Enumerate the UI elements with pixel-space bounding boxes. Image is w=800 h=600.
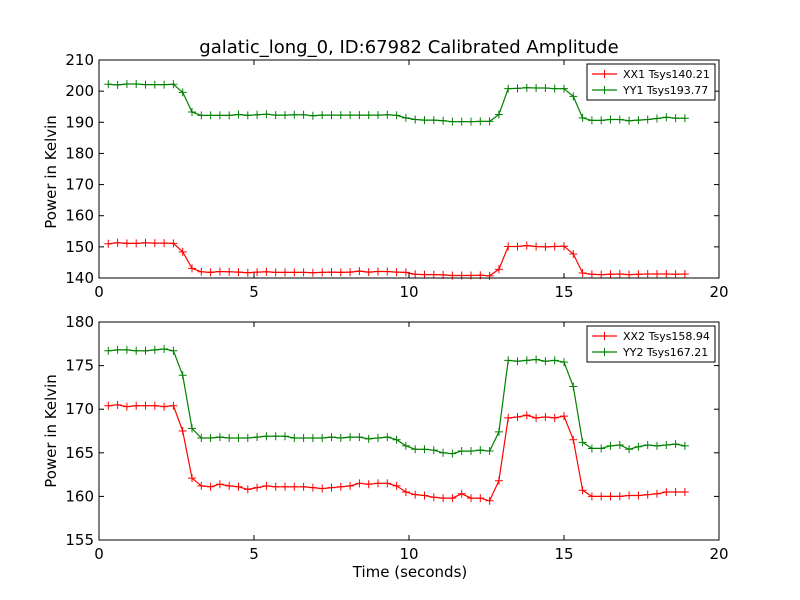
- chart-title: galatic_long_0, ID:67982 Calibrated Ampl…: [199, 37, 618, 58]
- bottom-y-tick-label: 180: [65, 313, 94, 331]
- top-y-tick-label: 200: [65, 82, 94, 100]
- top-y-tick-label: 180: [65, 144, 94, 162]
- bottom-legend-label: YY2 Tsys167.21: [622, 346, 708, 359]
- bottom-y-tick-label: 155: [65, 531, 94, 549]
- top-x-tick-label: 20: [709, 283, 728, 301]
- bottom-x-tick-label: 10: [399, 545, 418, 563]
- top-x-tick-label: 15: [554, 283, 573, 301]
- top-y-tick-label: 150: [65, 238, 94, 256]
- bottom-y-axis-label: Power in Kelvin: [42, 374, 60, 488]
- top-y-tick-label: 190: [65, 113, 94, 131]
- x-axis-label: Time (seconds): [352, 563, 468, 581]
- top-legend-label: YY1 Tsys193.77: [622, 84, 708, 97]
- top-legend: XX1 Tsys140.21 YY1 Tsys193.77: [587, 64, 715, 100]
- top-legend-label: XX1 Tsys140.21: [623, 68, 710, 81]
- bottom-x-tick-label: 20: [709, 545, 728, 563]
- bottom-x-tick-label: 15: [554, 545, 573, 563]
- top-x-tick-label: 5: [249, 283, 259, 301]
- top-x-tick-label: 0: [94, 283, 104, 301]
- bottom-x-tick-label: 0: [94, 545, 104, 563]
- bottom-y-tick-label: 175: [65, 357, 94, 375]
- top-y-tick-label: 160: [65, 207, 94, 225]
- bottom-legend-label: XX2 Tsys158.94: [623, 330, 710, 343]
- top-y-tick-label: 170: [65, 176, 94, 194]
- top-y-axis-label: Power in Kelvin: [42, 115, 60, 229]
- top-y-tick-label: 140: [65, 269, 94, 287]
- bottom-y-tick-label: 170: [65, 400, 94, 418]
- top-y-tick-label: 210: [65, 51, 94, 69]
- bottom-y-tick-label: 160: [65, 487, 94, 505]
- bottom-y-tick-label: 165: [65, 444, 94, 462]
- bottom-x-tick-label: 5: [249, 545, 259, 563]
- bottom-legend: XX2 Tsys158.94 YY2 Tsys167.21: [587, 326, 715, 362]
- top-x-tick-label: 10: [399, 283, 418, 301]
